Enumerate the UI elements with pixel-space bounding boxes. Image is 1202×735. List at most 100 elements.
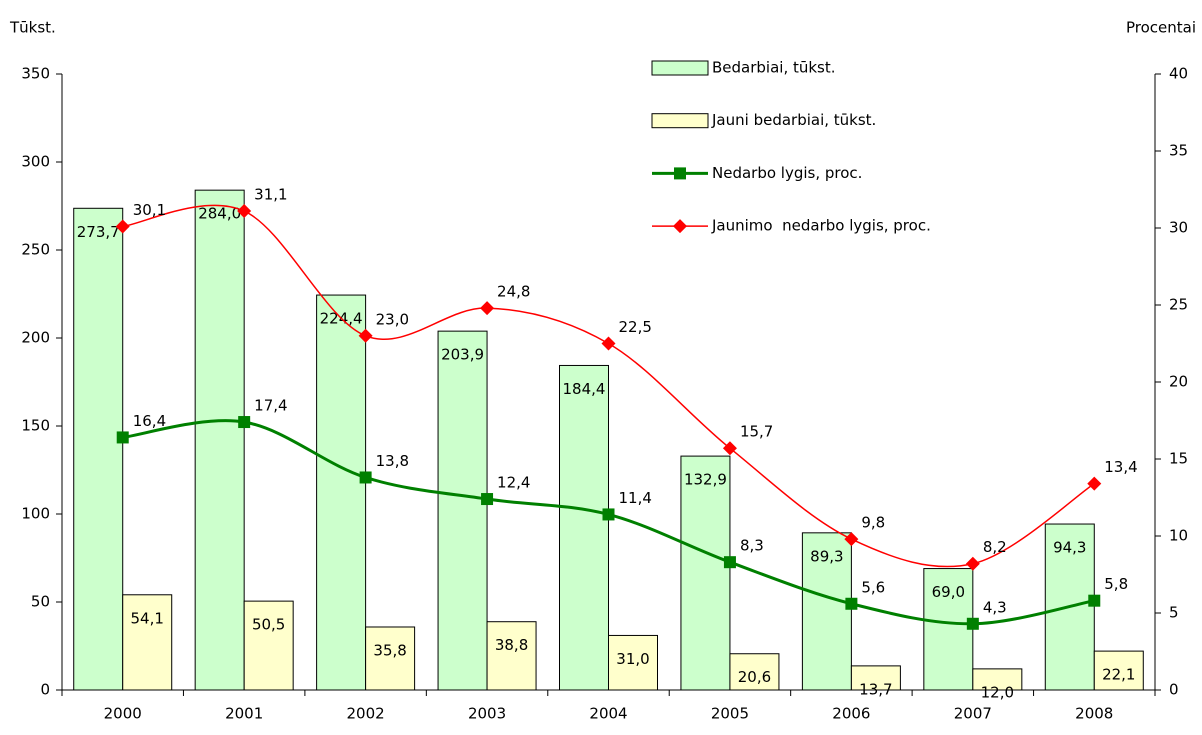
legend-marker xyxy=(673,219,687,234)
bar xyxy=(608,634,658,691)
line-value-label: 4,3 xyxy=(983,598,1007,616)
line-value-label: 13,8 xyxy=(376,452,409,470)
line-value-label: 31,1 xyxy=(254,186,287,204)
bar-value-label: 35,8 xyxy=(373,641,406,659)
bar-value-label: 38,8 xyxy=(495,636,528,654)
marker xyxy=(844,532,859,547)
marker xyxy=(116,431,129,444)
bar xyxy=(923,568,974,691)
bar xyxy=(194,189,245,691)
legend-label: Jaunimo nedarbo lygis, proc. xyxy=(711,217,931,235)
bar xyxy=(559,364,609,691)
bar-value-label: 89,3 xyxy=(810,547,843,565)
line-value-label: 24,8 xyxy=(497,283,530,301)
marker xyxy=(358,328,373,343)
y2-tick-label: 20 xyxy=(1169,373,1188,391)
y-tick-label: 250 xyxy=(21,241,50,259)
x-tick-label: 2004 xyxy=(589,705,627,723)
line-value-label: 16,4 xyxy=(133,412,166,430)
marker xyxy=(966,617,979,630)
legend-label: Bedarbiai, tūkst. xyxy=(712,59,836,77)
line-value-label: 30,1 xyxy=(133,201,166,219)
legend-marker xyxy=(674,167,686,180)
line-value-label: 8,3 xyxy=(740,537,764,555)
bar-value-label: 284,0 xyxy=(198,205,241,223)
marker xyxy=(845,597,858,610)
x-tick-label: 2006 xyxy=(832,705,870,723)
marker xyxy=(481,493,494,506)
bar-value-label: 184,4 xyxy=(563,380,606,398)
marker xyxy=(965,556,980,571)
legend-swatch xyxy=(651,113,709,129)
line-value-label: 15,7 xyxy=(740,423,773,441)
bar-value-label: 20,6 xyxy=(738,668,771,686)
marker xyxy=(1087,476,1102,491)
y-axis-label: Tūkst. xyxy=(9,19,56,37)
y2-tick-label: 5 xyxy=(1169,604,1179,622)
bar-value-label: 69,0 xyxy=(932,583,965,601)
bar xyxy=(801,532,852,691)
bar-value-label: 273,7 xyxy=(77,223,120,241)
marker xyxy=(238,416,251,429)
bar xyxy=(729,653,780,691)
marker xyxy=(601,336,616,351)
bar-value-label: 132,9 xyxy=(684,471,727,489)
bar xyxy=(73,207,124,691)
bar-value-label: 50,5 xyxy=(252,616,285,634)
y-tick-label: 350 xyxy=(21,65,50,83)
y2-tick-label: 35 xyxy=(1169,142,1188,160)
bar xyxy=(365,626,416,691)
legend-label: Nedarbo lygis, proc. xyxy=(712,164,862,182)
bar-value-label: 31,0 xyxy=(616,650,649,668)
marker xyxy=(480,301,495,316)
x-tick-label: 2002 xyxy=(347,705,385,723)
y-tick-label: 150 xyxy=(21,417,50,435)
line-value-label: 11,4 xyxy=(619,489,652,507)
marker xyxy=(723,556,736,569)
x-tick-label: 2007 xyxy=(954,705,992,723)
bar xyxy=(316,294,367,691)
x-tick-label: 2000 xyxy=(104,705,142,723)
y-tick-label: 100 xyxy=(21,505,50,523)
bar xyxy=(437,330,488,691)
marker xyxy=(115,219,130,234)
marker xyxy=(722,441,737,456)
marker xyxy=(237,204,252,219)
bar-value-label: 13,7 xyxy=(859,680,892,698)
y-tick-label: 0 xyxy=(40,681,50,699)
marker xyxy=(1088,594,1101,607)
y2-tick-label: 10 xyxy=(1169,527,1188,545)
bar xyxy=(122,594,173,691)
y2-tick-label: 40 xyxy=(1169,65,1188,83)
legend-label: Jauni bedarbiai, tūkst. xyxy=(711,111,876,129)
bar-value-label: 203,9 xyxy=(441,346,484,364)
line-value-label: 12,4 xyxy=(497,474,530,492)
y2-tick-label: 25 xyxy=(1169,296,1188,314)
x-tick-label: 2005 xyxy=(711,705,749,723)
bar-value-label: 12,0 xyxy=(981,683,1014,701)
y-tick-label: 50 xyxy=(31,593,50,611)
bar-value-label: 54,1 xyxy=(131,609,164,627)
marker xyxy=(602,508,615,521)
bar-value-label: 94,3 xyxy=(1053,539,1086,557)
bar xyxy=(680,455,731,691)
legend-swatch xyxy=(651,60,709,76)
line-value-label: 8,2 xyxy=(983,538,1007,556)
bar xyxy=(243,600,294,691)
line-value-label: 5,8 xyxy=(1104,575,1128,593)
y-tick-label: 200 xyxy=(21,329,50,347)
line-value-label: 22,5 xyxy=(619,318,652,336)
line-value-label: 5,6 xyxy=(861,578,885,596)
y2-tick-label: 30 xyxy=(1169,219,1188,237)
y2-axis-label: Procentai xyxy=(1126,19,1196,37)
y2-tick-label: 15 xyxy=(1169,450,1188,468)
line-value-label: 17,4 xyxy=(254,397,287,415)
line-value-label: 9,8 xyxy=(861,514,885,532)
bar xyxy=(1093,650,1144,691)
y2-tick-label: 0 xyxy=(1169,681,1179,699)
x-tick-label: 2008 xyxy=(1075,705,1113,723)
line-value-label: 23,0 xyxy=(376,310,409,328)
x-tick-label: 2003 xyxy=(468,705,506,723)
